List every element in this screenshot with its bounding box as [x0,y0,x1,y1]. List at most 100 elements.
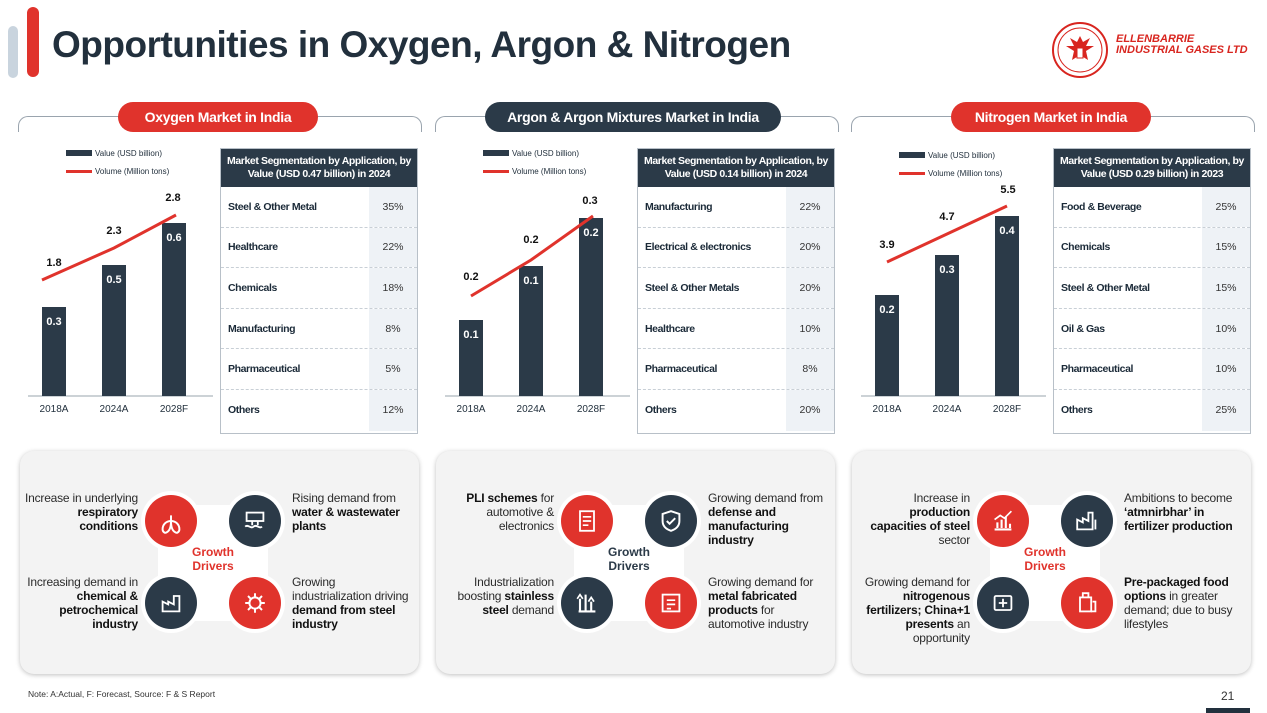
segment-value: 10% [786,308,834,349]
chart-legend: Value (USD billion) Volume (Million tons) [483,144,586,180]
accent-bar-light [8,26,18,78]
bar-value-label: 0.1 [523,275,538,287]
driver-text-bold: production capacities of steel [870,505,970,533]
table-row: Food & Beverage 25% [1054,187,1250,228]
driver-text-br: Pre-packaged food options in greater dem… [1124,575,1246,631]
bar [875,295,899,396]
table-row: Pharmaceutical 5% [221,349,417,390]
logo-line1: ELLENBARRIE [1116,33,1195,45]
driver-graphic [973,491,1117,633]
x-tick-label: 2024A [517,404,546,415]
fabrication-icon [661,593,681,613]
bar-value-label: 0.4 [999,225,1015,237]
fertilizer-icon [993,595,1013,611]
driver-text-plain: Growing demand for [708,575,814,589]
table-row: Steel & Other Metal 15% [1054,268,1250,309]
driver-text-bold: defense and manufacturing industry [708,505,789,547]
chemical-plant-icon [161,595,181,613]
table-row: Manufacturing 22% [638,187,834,228]
driver-circle [645,495,697,547]
segment-name: Pharmaceutical [1061,363,1134,376]
driver-text-plain: in greater demand; due to busy lifestyle… [1124,589,1233,631]
x-tick-label: 2028F [577,404,605,415]
segment-value: 8% [369,308,417,349]
factory-icon [1076,511,1097,531]
legend-swatch-line [483,169,509,173]
segment-value: 35% [369,187,417,227]
argon-growth-drivers: Growth Drivers PLI schemes for automotive… [436,451,835,674]
driver-text-br: Growing industrialization driving demand… [292,575,414,631]
bar [42,307,66,396]
table-row: Others 12% [221,389,417,431]
table-row: Others 25% [1054,389,1250,431]
segment-name: Others [645,404,677,417]
legend-swatch-line [66,169,92,173]
chart-legend: Value (USD billion) Volume (Million tons) [899,146,1002,182]
food-package-icon [1079,592,1097,613]
segment-value: 25% [1202,389,1250,431]
segment-value: 8% [786,349,834,389]
bar [162,223,186,396]
x-tick-label: 2028F [993,404,1021,415]
segmentation-title: Market Segmentation by Application, by V… [1054,149,1250,187]
oxygen-growth-drivers: Growth Drivers Increase in underlying res… [20,451,419,674]
segment-value: 22% [786,187,834,227]
driver-circle [645,577,697,629]
oxygen-panel: Oxygen Market in India Value (USD billion… [18,100,422,436]
legend-swatch-line [899,171,925,175]
x-tick-label: 2024A [100,404,129,415]
legend-item-value: Value (USD billion) [66,144,169,162]
steel-gear-icon [245,593,265,613]
driver-text-bl: Increasing demand in chemical & petroche… [24,575,138,631]
volume-line [41,213,177,282]
legend-swatch-bar [483,150,509,156]
panel-title-pill: Argon & Argon Mixtures Market in India [485,102,781,132]
segmentation-title: Market Segmentation by Application, by V… [221,149,417,187]
logo-line2: INDUSTRIAL GASES LTD [1116,44,1248,56]
nitrogen-panel: Nitrogen Market in India Value (USD billi… [851,100,1255,436]
segment-name: Food & Beverage [1061,200,1142,213]
bar [935,255,959,396]
legend-item-volume: Volume (Million tons) [899,164,1002,182]
driver-text-bold: metal fabricated products [708,589,797,617]
segmentation-table: Market Segmentation by Application, by V… [220,148,418,434]
shield-icon [661,510,681,532]
driver-text-tr: Ambitions to become ‘atmnirbhar’ in fert… [1124,491,1246,533]
driver-text-plain: Increase in underlying [24,491,138,505]
driver-text-plain: Industrialization boosting [457,575,555,603]
page-title: Opportunities in Oxygen, Argon & Nitroge… [52,24,791,65]
driver-text-bold: demand from steel industry [292,603,396,631]
tools-icon [576,593,596,613]
segment-value: 15% [1202,268,1250,308]
driver-text-bold: Pre-packaged food options [1124,575,1229,603]
legend-label-volume: Volume (Million tons) [95,166,170,176]
segment-name: Chemicals [228,281,277,294]
line-value-label: 1.8 [46,257,61,269]
driver-circle [561,577,613,629]
driver-circle [1061,577,1113,629]
page-bar [1206,708,1250,713]
growth-chart-icon [994,510,1012,531]
table-row: Others 20% [638,389,834,431]
accent-bar-red [27,7,39,77]
x-tick-label: 2018A [457,404,486,415]
footnote: Note: A:Actual, F: Forecast, Source: F &… [28,689,216,699]
driver-text-br: Growing demand for metal fabricated prod… [708,575,830,631]
legend-item-volume: Volume (Million tons) [483,162,586,180]
segment-value: 22% [369,227,417,268]
bar [459,320,483,396]
legend-item-value: Value (USD billion) [483,144,586,162]
segment-value: 20% [786,389,834,431]
company-logo: ELLENBARRIE INDUSTRIAL GASES LTD [1050,20,1250,80]
growth-drivers-label: Growth Drivers [608,545,650,573]
driver-text-plain: Growing demand for [864,575,970,589]
driver-text-tl: PLI schemes for automotive & electronics [440,491,554,533]
table-row: Pharmaceutical 8% [638,349,834,390]
x-tick-label: 2028F [160,404,188,415]
panel-title-pill: Oxygen Market in India [118,102,318,132]
line-value-label: 2.3 [106,225,121,237]
bar [579,218,603,396]
table-row: Electrical & electronics 20% [638,227,834,269]
driver-text-plain: demand [508,603,554,617]
bar-value-label: 0.3 [46,316,61,328]
